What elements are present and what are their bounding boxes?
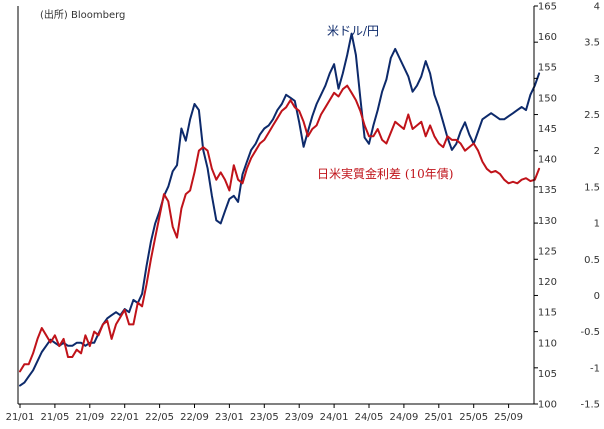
x-tick-label: 21/09	[75, 412, 104, 423]
y-left-tick-label: 115	[538, 308, 557, 319]
y-left-tick-label: 160	[538, 32, 557, 43]
y-left-axis-ticks: 100 105 110 115 120 125 130 135 140 145 150 155 160 1…	[538, 2, 557, 411]
x-tick-label: 22/01	[110, 412, 139, 423]
rate-diff-series-label: 日米実質金利差 (10年債)	[317, 166, 453, 181]
x-tick-label: 24/01	[320, 412, 349, 423]
x-tick-label: 24/09	[389, 412, 418, 423]
x-tick-label: 22/09	[180, 412, 209, 423]
y-right-tick-label: 3.5	[584, 38, 600, 49]
usdjpy-series-label: 米ドル/円	[327, 24, 379, 38]
y-left-tick-label: 100	[538, 400, 557, 411]
y-right-tick-label: 1.5	[584, 182, 600, 193]
y-right-tick-label: 4	[594, 2, 600, 13]
y-right-tick-label: 2	[594, 146, 600, 157]
y-right-tick-label: -1.5	[580, 400, 600, 411]
x-tick-label: 22/05	[145, 412, 174, 423]
y-left-tick-label: 130	[538, 216, 557, 227]
y-left-tick-label: 135	[538, 185, 557, 196]
x-tick-label: 24/05	[355, 412, 384, 423]
series-line-0	[19, 32, 541, 387]
y-left-tick-label: 145	[538, 124, 557, 135]
y-right-tick-label: -1	[590, 363, 600, 374]
y-right-tick-label: 3	[594, 74, 600, 85]
x-tick-label: 23/01	[215, 412, 244, 423]
x-tick-label: 21/01	[6, 412, 35, 423]
x-tick-label: 25/01	[424, 412, 453, 423]
x-axis-ticks: 21/01 21/05 21/09 22/01 22/05 22/09 23/01 23/05…	[6, 404, 523, 423]
y-right-tick-label: 0.5	[584, 255, 600, 266]
x-tick-label: 23/05	[250, 412, 279, 423]
y-left-tick-label: 155	[538, 63, 557, 74]
x-tick-label: 23/09	[285, 412, 314, 423]
y-left-tick-label: 140	[538, 155, 557, 166]
y-right-axis-ticks: -1.5 -1 -0.5 0 0.5 1 1.5 2 2.5 3 3.5 4	[534, 2, 600, 411]
y-left-tick-label: 110	[538, 338, 557, 349]
series-layer	[19, 32, 541, 387]
x-tick-label: 21/05	[40, 412, 69, 423]
y-right-tick-label: -0.5	[580, 327, 600, 338]
y-left-tick-label: 125	[538, 246, 557, 257]
y-right-tick-label: 0	[594, 291, 600, 302]
y-left-tick-label: 120	[538, 277, 557, 288]
x-tick-label: 25/05	[459, 412, 488, 423]
x-tick-label: 25/09	[494, 412, 523, 423]
y-right-tick-label: 1	[594, 219, 600, 230]
source-note: (出所) Bloomberg	[40, 8, 125, 21]
y-left-tick-label: 165	[538, 2, 557, 13]
series-line-1	[19, 84, 541, 373]
y-left-tick-label: 105	[538, 369, 557, 380]
y-left-tick-label: 150	[538, 93, 557, 104]
y-right-tick-label: 2.5	[584, 110, 600, 121]
